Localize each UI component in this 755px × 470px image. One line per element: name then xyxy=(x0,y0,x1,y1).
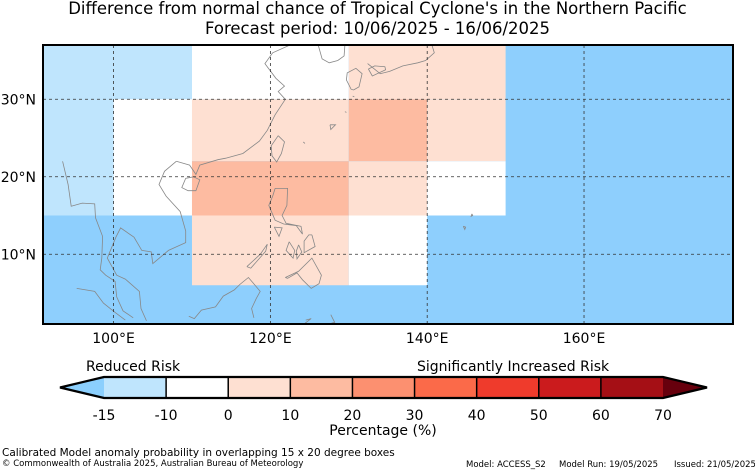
coastline xyxy=(352,95,355,98)
colorbar-bin xyxy=(290,377,353,398)
colorbar-tick-label: 30 xyxy=(406,408,424,424)
probability-cell xyxy=(191,45,349,100)
coastline xyxy=(295,244,303,261)
coastline xyxy=(270,135,285,163)
lon-tick-label: 120°E xyxy=(249,331,292,347)
coastline xyxy=(181,176,201,192)
chart-title: Difference from normal chance of Tropica… xyxy=(68,0,687,18)
coastline xyxy=(273,226,283,238)
forecast-period: Forecast period: 10/06/2025 - 16/06/2025 xyxy=(204,19,551,38)
colorbar-tick-label: 60 xyxy=(592,408,610,424)
probability-cell xyxy=(427,161,506,216)
coastline xyxy=(62,161,134,319)
colorbar-bin xyxy=(228,377,291,398)
colorbar-under-arrow xyxy=(60,377,104,398)
lat-tick-label: 20°N xyxy=(1,170,36,186)
reduced-risk-label: Reduced Risk xyxy=(86,359,181,375)
lon-tick-label: 100°E xyxy=(92,331,135,347)
probability-cell xyxy=(191,161,349,216)
coastline xyxy=(303,141,306,144)
lat-tick-label: 10°N xyxy=(1,247,36,263)
issued-date: Issued: 21/05/2025 xyxy=(674,460,755,470)
colorbar-bin xyxy=(104,377,167,398)
coastline xyxy=(329,124,337,131)
coastline xyxy=(106,160,187,322)
coastline xyxy=(317,45,346,64)
probability-cell xyxy=(427,99,506,162)
colorbar-bin xyxy=(600,377,663,398)
colorbar-tick-label: 40 xyxy=(468,408,486,424)
map-panel: 10°N 20°N 30°N 100°E 120°E 140°E 160°E xyxy=(1,44,734,347)
coastline xyxy=(300,318,312,324)
colorbar-over-arrow xyxy=(663,377,707,398)
coastline xyxy=(330,314,336,324)
colorbar-bin xyxy=(414,377,477,398)
coastline xyxy=(303,234,316,254)
colorbar-axis-label: Percentage (%) xyxy=(329,423,436,439)
coastline xyxy=(470,213,474,218)
copyright-note: © Commonwealth of Australia 2025, Austra… xyxy=(2,459,304,469)
colorbar-outline xyxy=(59,375,708,400)
colorbar-bin xyxy=(538,377,601,398)
colorbar-tick-label: 70 xyxy=(654,408,672,424)
coastline xyxy=(344,111,347,113)
colorbar-bin xyxy=(476,377,539,398)
lon-tick-label: 160°E xyxy=(563,331,606,347)
colorbar-tick-label: 50 xyxy=(530,408,548,424)
coastline xyxy=(285,241,296,259)
coastline xyxy=(285,257,322,289)
probability-cell xyxy=(348,45,506,100)
coastline xyxy=(268,188,303,235)
colorbar-bin xyxy=(352,377,415,398)
colorbar-tick-label: 20 xyxy=(344,408,362,424)
lon-tick-label: 140°E xyxy=(406,331,449,347)
colorbar-tick-label: -15 xyxy=(93,408,116,424)
coastline xyxy=(188,276,261,320)
coastline xyxy=(368,65,387,77)
coastline xyxy=(367,45,435,75)
probability-cell xyxy=(348,161,428,216)
colorbar-tick-label: 0 xyxy=(224,408,233,424)
probability-cell xyxy=(113,99,192,216)
coastline xyxy=(246,243,268,269)
lat-tick-label: 30°N xyxy=(1,92,36,108)
increased-risk-label: Significantly Increased Risk xyxy=(417,359,610,375)
colorbar-tick-label: 10 xyxy=(281,408,299,424)
coastline xyxy=(462,225,467,231)
model-name: Model: ACCESS_S2 xyxy=(466,460,546,470)
probability-cell xyxy=(348,99,428,162)
probability-cell xyxy=(348,215,428,286)
coastlines xyxy=(62,45,474,324)
model-run-date: Model Run: 19/05/2025 xyxy=(559,460,659,470)
colorbar-bin xyxy=(166,377,229,398)
colorbar: -15 -10 0 10 20 30 40 50 60 70 Reduced Risk Signifi… xyxy=(59,359,708,439)
coastline xyxy=(176,45,291,176)
coastline xyxy=(345,67,363,91)
method-note: Calibrated Model anomaly probability in … xyxy=(2,447,395,459)
map-frame xyxy=(42,44,734,325)
coastline xyxy=(76,288,126,321)
colorbar-tick-label: -10 xyxy=(155,408,178,424)
